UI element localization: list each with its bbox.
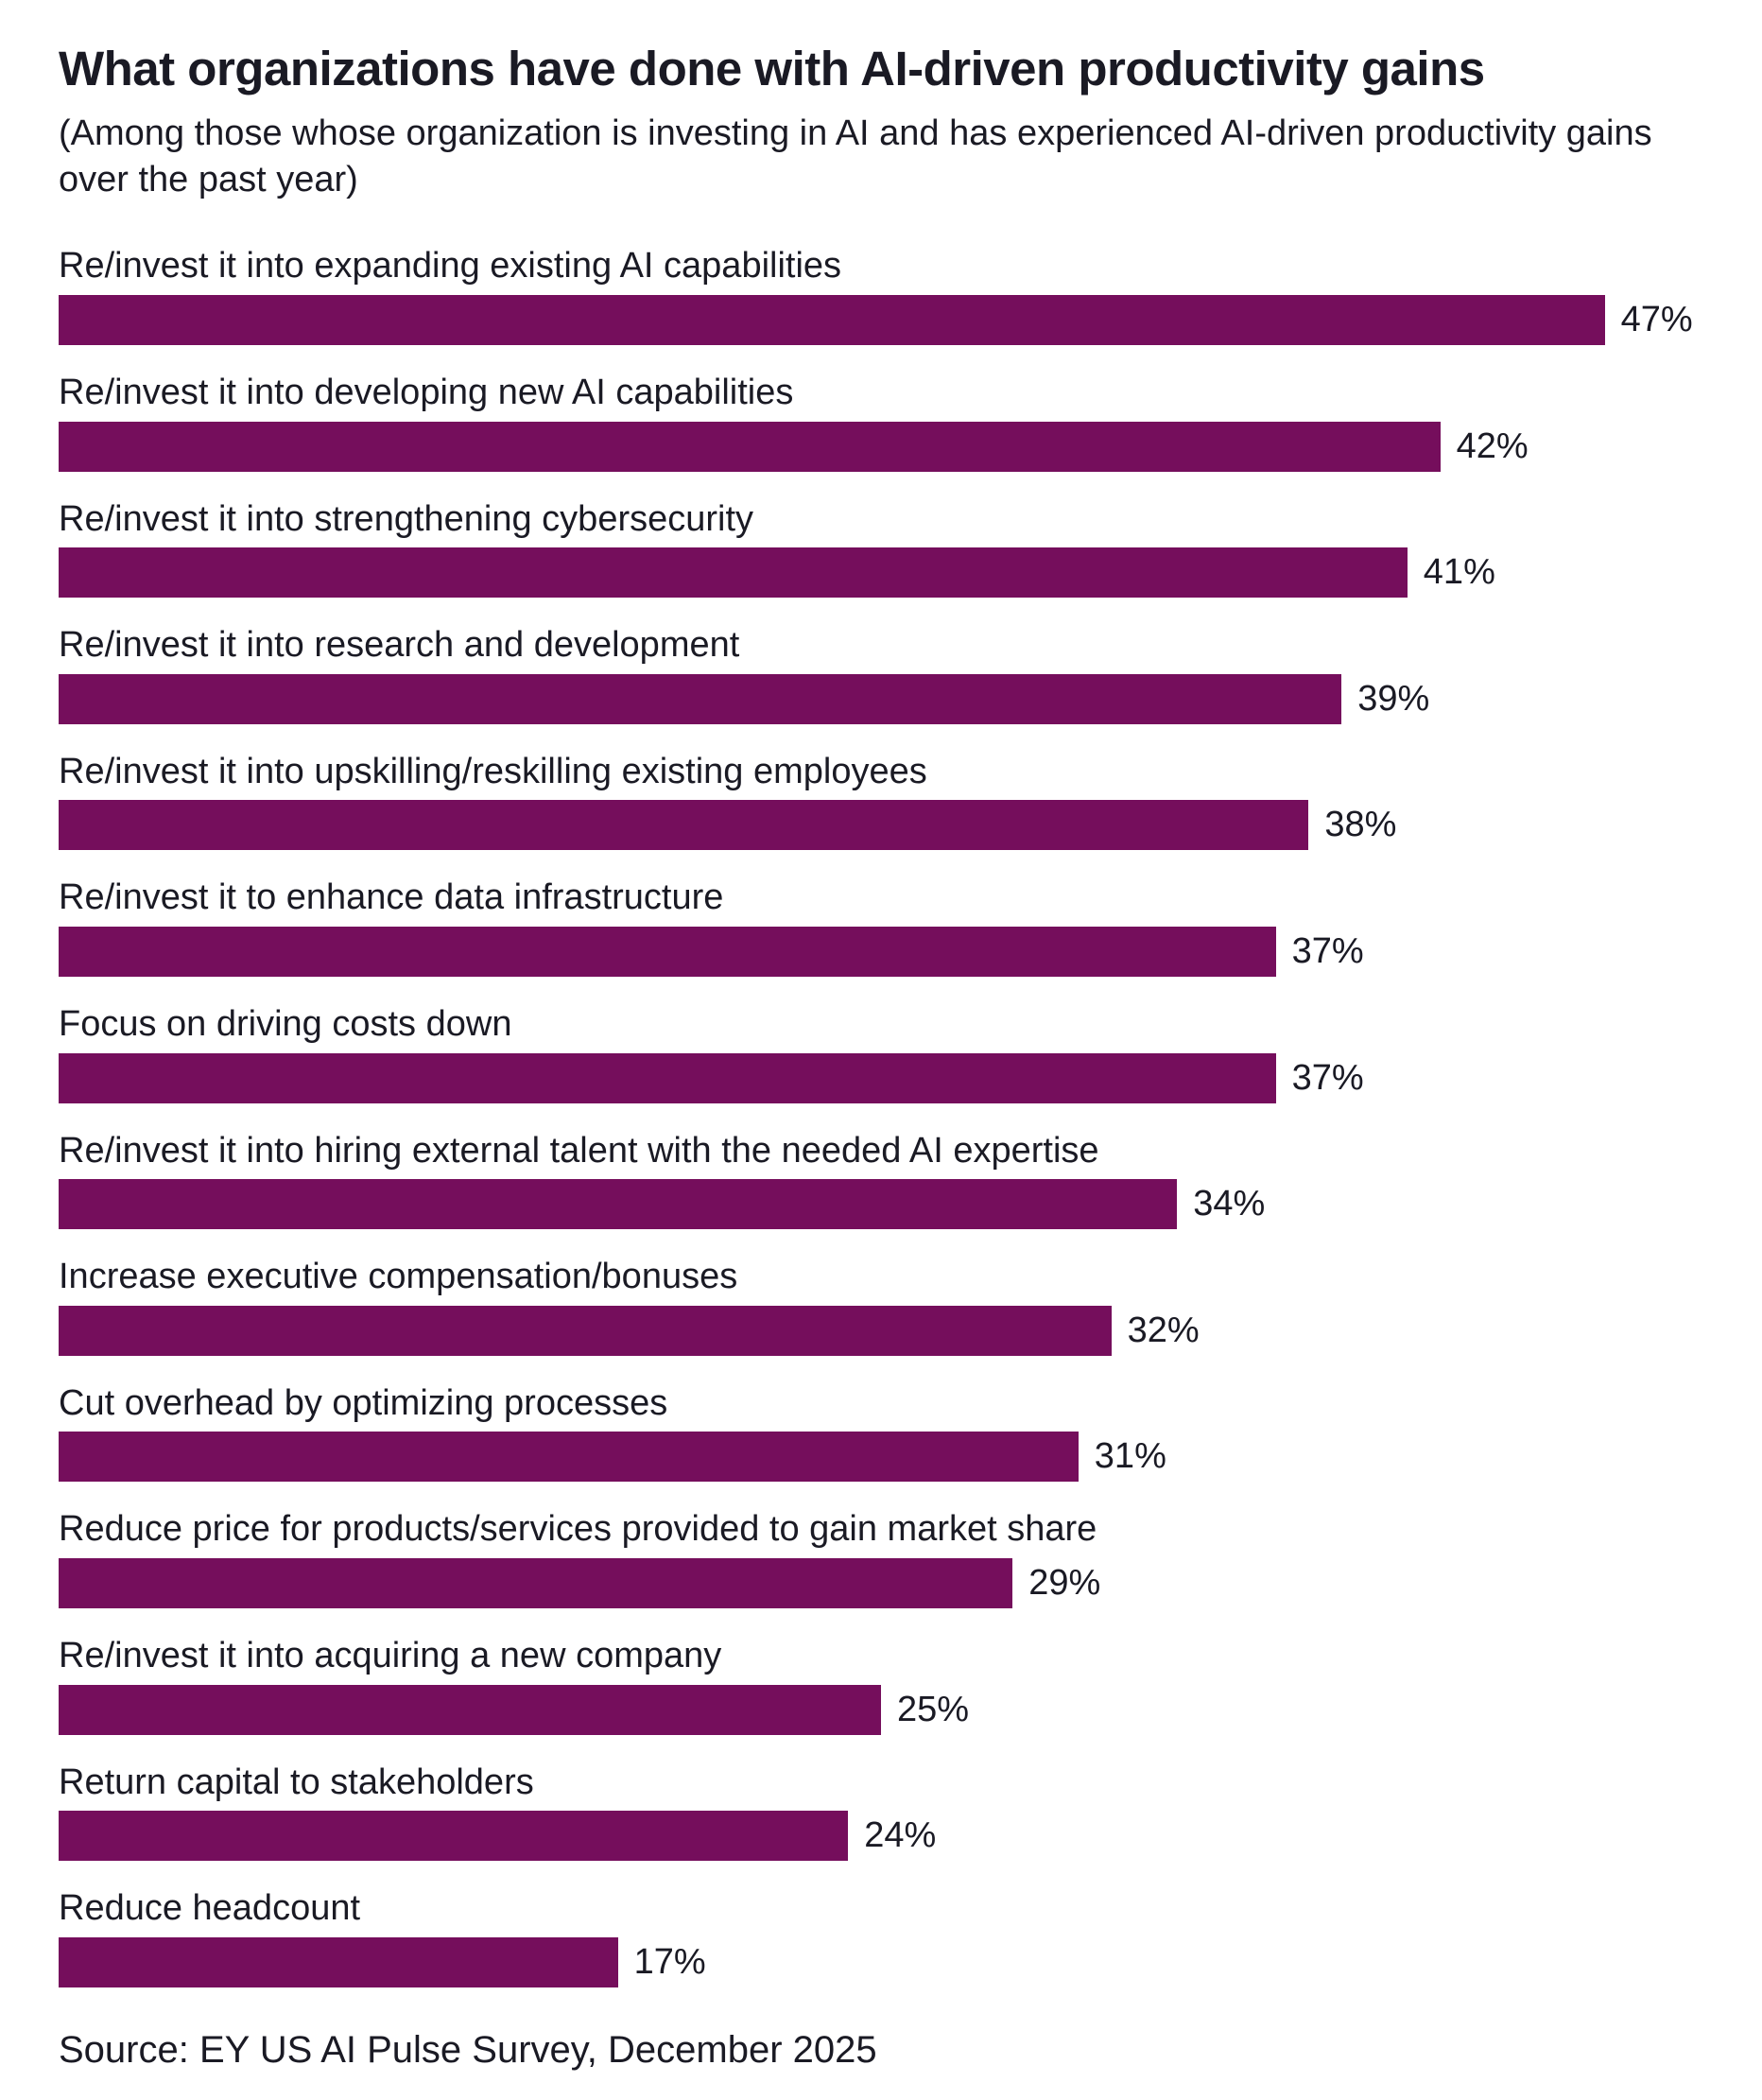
- bar-value-label: 24%: [864, 1815, 937, 1856]
- bar: [59, 295, 1605, 346]
- bar-row: Re/invest it into strengthening cybersec…: [59, 498, 1703, 599]
- source-note: Source: EY US AI Pulse Survey, December …: [59, 2028, 877, 2071]
- bar-row: Cut overhead by optimizing processes 31%: [59, 1382, 1703, 1483]
- bar-track: 32%: [59, 1305, 1703, 1356]
- bar-track: 47%: [59, 295, 1703, 346]
- chart-subtitle: (Among those whose organization is inves…: [59, 113, 1652, 200]
- bar: [59, 1305, 1112, 1356]
- bar-category-label: Reduce headcount: [59, 1888, 361, 1929]
- bar-value-label: 38%: [1324, 805, 1397, 845]
- bar-track: 17%: [59, 1936, 1703, 1987]
- bar-category-label: Return capital to stakeholders: [59, 1762, 534, 1802]
- chart-title: What organizations have done with AI-dri…: [59, 42, 1485, 95]
- bar-row: Re/invest it to enhance data infrastruct…: [59, 876, 1703, 977]
- bar: [59, 1052, 1276, 1103]
- bar-value-label: 25%: [897, 1689, 970, 1729]
- bar-value-label: 42%: [1456, 425, 1529, 466]
- bar: [59, 1179, 1178, 1230]
- bar: [59, 800, 1309, 851]
- bar-row: Re/invest it into developing new AI capa…: [59, 372, 1703, 472]
- bar-value-label: 37%: [1291, 930, 1364, 971]
- bar-row: Re/invest it into hiring external talent…: [59, 1130, 1703, 1230]
- bar-track: 41%: [59, 547, 1703, 599]
- bar-category-label: Re/invest it to enhance data infrastruct…: [59, 877, 724, 918]
- bar-row: Reduce headcount 17%: [59, 1887, 1703, 1987]
- bar-value-label: 41%: [1423, 552, 1495, 593]
- bar-track: 42%: [59, 421, 1703, 472]
- bar-track: 37%: [59, 1052, 1703, 1103]
- bar: [59, 1811, 849, 1862]
- bar-value-label: 47%: [1620, 300, 1693, 340]
- bar-row: Return capital to stakeholders 24%: [59, 1762, 1703, 1862]
- bar-track: 34%: [59, 1179, 1703, 1230]
- bar: [59, 547, 1408, 599]
- bar-value-label: 32%: [1127, 1310, 1200, 1350]
- bar: [59, 1936, 618, 1987]
- bar-track: 29%: [59, 1557, 1703, 1608]
- bar: [59, 1684, 881, 1735]
- bar-row: Increase executive compensation/bonuses 3…: [59, 1256, 1703, 1356]
- bar-category-label: Re/invest it into expanding existing AI …: [59, 246, 842, 286]
- bar: [59, 926, 1276, 977]
- bar-category-label: Cut overhead by optimizing processes: [59, 1382, 668, 1423]
- bar-track: 37%: [59, 926, 1703, 977]
- bar-row: Re/invest it into acquiring a new compan…: [59, 1635, 1703, 1735]
- bar-value-label: 31%: [1094, 1436, 1166, 1477]
- bar: [59, 1557, 1013, 1608]
- bar-row: Re/invest it into expanding existing AI …: [59, 245, 1703, 346]
- bar-value-label: 29%: [1028, 1562, 1101, 1603]
- bar-value-label: 17%: [633, 1941, 706, 1982]
- bar-category-label: Re/invest it into strengthening cybersec…: [59, 498, 754, 539]
- bar-row: Focus on driving costs down 37%: [59, 1003, 1703, 1103]
- bar-category-label: Re/invest it into developing new AI capa…: [59, 373, 794, 413]
- bar-row: Re/invest it into research and developme…: [59, 624, 1703, 724]
- bar-row: Re/invest it into upskilling/reskilling …: [59, 751, 1703, 851]
- bar-category-label: Re/invest it into research and developme…: [59, 625, 740, 666]
- bar-chart: Re/invest it into expanding existing AI …: [59, 245, 1703, 1987]
- bar-category-label: Re/invest it into upskilling/reskilling …: [59, 751, 927, 791]
- bar: [59, 1432, 1079, 1483]
- bar-track: 25%: [59, 1684, 1703, 1735]
- bar-track: 39%: [59, 673, 1703, 724]
- bar-value-label: 39%: [1357, 678, 1430, 719]
- bar-category-label: Reduce price for products/services provi…: [59, 1509, 1097, 1550]
- bar-track: 31%: [59, 1432, 1703, 1483]
- bar-category-label: Re/invest it into hiring external talent…: [59, 1130, 1099, 1171]
- bar-category-label: Increase executive compensation/bonuses: [59, 1257, 738, 1297]
- bar: [59, 421, 1441, 472]
- bar-value-label: 37%: [1291, 1057, 1364, 1098]
- bar-category-label: Focus on driving costs down: [59, 1003, 512, 1044]
- bar: [59, 673, 1342, 724]
- bar-track: 24%: [59, 1811, 1703, 1862]
- bar-row: Reduce price for products/services provi…: [59, 1508, 1703, 1608]
- bar-value-label: 34%: [1193, 1184, 1266, 1224]
- bar-track: 38%: [59, 800, 1703, 851]
- bar-category-label: Re/invest it into acquiring a new compan…: [59, 1635, 722, 1675]
